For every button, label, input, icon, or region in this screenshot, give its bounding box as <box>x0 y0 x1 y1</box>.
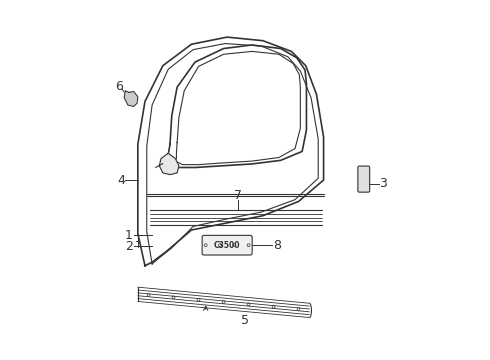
Text: 3: 3 <box>379 177 387 190</box>
Polygon shape <box>124 91 138 107</box>
Text: 5: 5 <box>241 314 249 327</box>
Text: 8: 8 <box>273 239 281 252</box>
Text: 7: 7 <box>234 189 242 202</box>
Polygon shape <box>159 153 179 175</box>
FancyBboxPatch shape <box>358 166 369 192</box>
Text: 6: 6 <box>115 80 123 93</box>
Text: 4: 4 <box>118 174 126 186</box>
Text: C3500: C3500 <box>214 241 241 250</box>
Text: 2: 2 <box>125 240 133 253</box>
Text: 1: 1 <box>125 229 133 242</box>
FancyBboxPatch shape <box>202 235 252 255</box>
